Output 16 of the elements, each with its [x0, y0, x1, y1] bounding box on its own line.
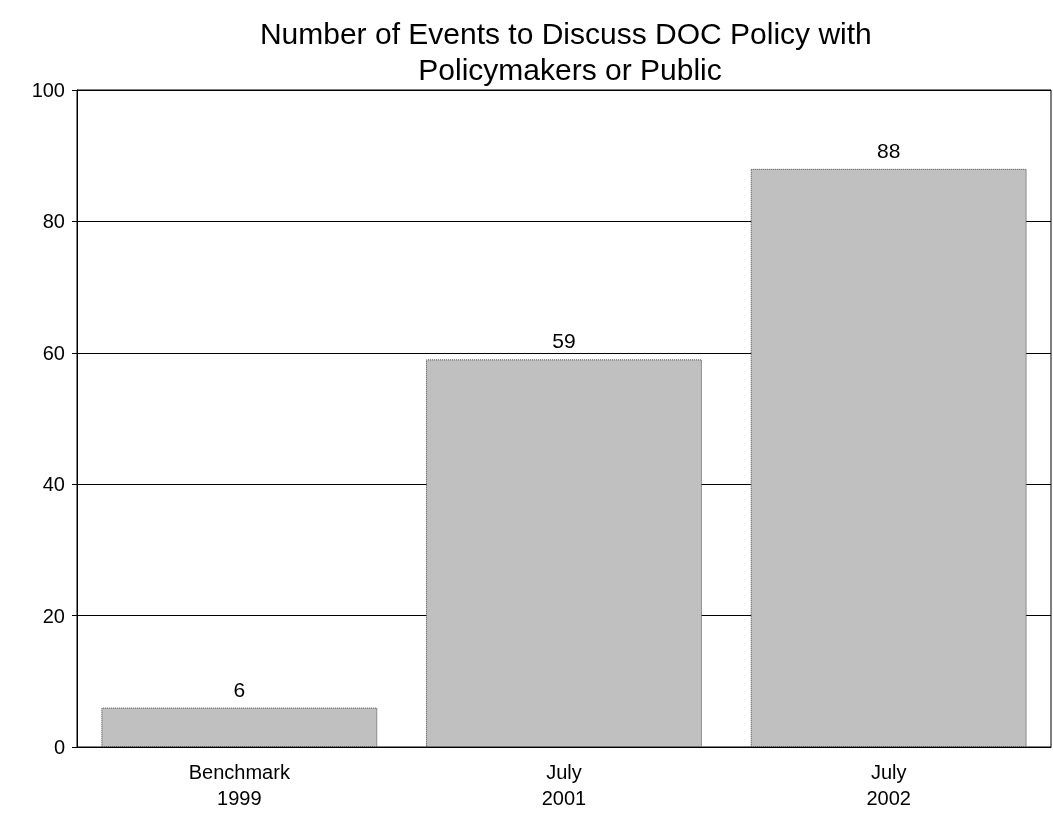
y-tick-label: 20	[42, 604, 65, 627]
data-label: 6	[233, 677, 246, 701]
y-tick-label: 0	[53, 736, 65, 758]
chart-title: Number of Events to Discuss DOC Policy with Policymakers or Public	[259, 16, 881, 86]
x-tick-label: July 2001	[541, 761, 587, 809]
bar	[750, 168, 1027, 747]
y-tick-label: 40	[42, 473, 65, 496]
data-label: 59	[552, 329, 576, 353]
bar	[101, 707, 378, 747]
y-tick-label: 100	[31, 79, 65, 101]
x-tick-label: Benchmark 1999	[188, 761, 291, 809]
y-tick-label: 60	[42, 341, 65, 364]
x-tick-label: July 2002	[866, 761, 911, 809]
bar	[426, 359, 702, 747]
data-label: 88	[876, 138, 901, 162]
y-tick-label: 80	[42, 210, 65, 233]
